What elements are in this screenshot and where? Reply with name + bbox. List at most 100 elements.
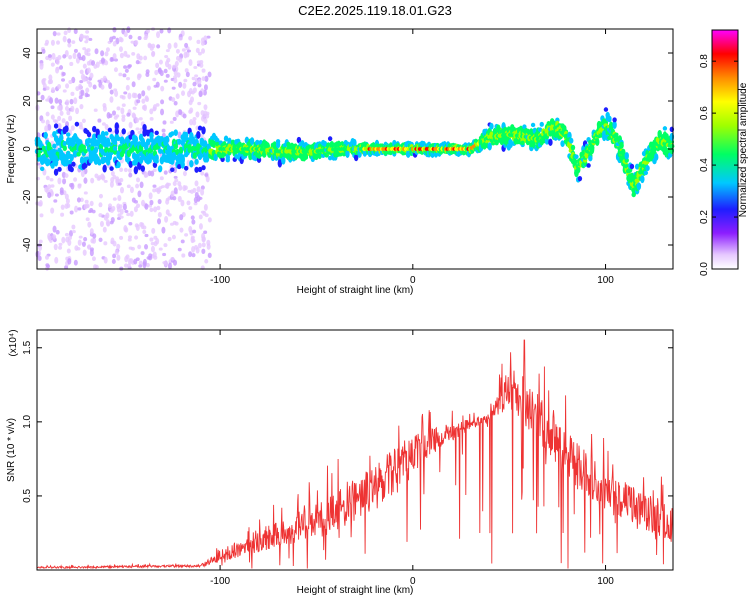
spectrogram-noise-point [131,112,136,118]
spectrogram-band-point [121,128,126,135]
spectrogram-noise-point [201,48,206,54]
spectrogram-noise-point [207,71,212,78]
spectrogram-noise-point [160,85,165,92]
spectrogram-noise-point [113,67,118,73]
spectrogram-noise-point [61,78,66,82]
spectrogram-noise-point [197,242,202,249]
spectrogram-x-tick-label: 100 [597,275,614,286]
spectrogram-band-point [170,131,175,137]
spectrogram-noise-point [200,37,205,43]
spectrogram-noise-point [71,224,76,230]
spectrogram-band-point [64,125,69,133]
colorbar-tick-label: 0.6 [699,106,710,120]
spectrogram-noise-point [128,121,133,129]
spectrogram-noise-point [181,48,186,52]
spectrogram-noise-point [54,97,59,104]
spectrogram-band-point [277,159,283,168]
spectrogram-noise-point [184,68,189,73]
spectrogram-noise-point [141,98,146,104]
spectrogram-band-point [196,131,201,139]
spectrogram-noise-point [79,103,84,110]
spectrogram-band-point [608,121,614,130]
spectrogram-noise-point [176,72,181,78]
spectrogram-noise-point [199,62,204,68]
spectrogram-band-point [93,146,99,154]
spectrogram-y-tick-label: -40 [22,237,33,252]
spectrogram-band-point [180,160,185,169]
spectrogram-noise-point [100,50,105,57]
spectrogram-band-point [171,151,177,157]
spectrogram-noise-point [144,173,149,178]
spectrogram-noise-point [192,117,197,121]
spectrogram-noise-point [73,97,78,105]
spectrogram-noise-point [139,181,144,189]
spectrogram-band-point [97,159,102,166]
spectrogram-noise-point [94,48,99,55]
spectrogram-noise-point [112,253,117,259]
spectrogram-band-point [69,166,74,173]
spectrogram-noise-point [131,197,136,203]
spectrogram-noise-point [154,69,159,76]
spectrogram-noise-point [175,55,180,61]
spectrogram-noise-point [123,50,128,57]
colorbar-tick-label: 0.2 [699,210,710,224]
spectrogram-noise-point [50,39,55,46]
spectrogram-noise-point [64,173,69,178]
spectrogram-noise-point [206,35,211,39]
spectrogram-noise-point [172,116,177,122]
spectrogram-noise-point [127,168,132,173]
spectrogram-noise-point [83,237,88,242]
spectrogram-band-point [88,157,93,164]
spectrogram-noise-point [204,173,209,177]
spectrogram-noise-point [117,195,122,202]
spectrogram-noise-point [78,121,83,128]
spectrogram-noise-point [136,177,141,183]
spectrogram-noise-point [128,246,133,250]
spectrogram-noise-point [100,57,105,64]
spectrogram-noise-point [200,210,205,214]
spectrogram-noise-point [79,197,84,203]
spectrogram-noise-point [155,62,160,69]
spectrogram-noise-point [163,243,168,248]
spectrogram-noise-point [70,105,75,113]
spectrogram-noise-point [101,122,106,126]
spectrogram-noise-point [57,84,62,90]
spectrogram-noise-point [85,30,90,34]
spectrogram-noise-point [77,239,82,246]
spectrogram-noise-point [64,232,69,237]
spectrogram-noise-point [109,181,114,188]
spectrogram-band-point [194,166,199,173]
spectrogram-band-point [634,163,640,170]
spectrogram-band-point [177,164,182,170]
spectrogram-noise-point [63,30,68,36]
spectrogram-noise-point [86,48,91,53]
spectrogram-noise-point [164,184,169,189]
spectrogram-noise-point [86,245,91,249]
spectrogram-x-tick-label: -100 [210,275,230,286]
spectrogram-noise-point [111,258,116,264]
spectrogram-noise-point [73,177,78,182]
spectrogram-noise-point [103,179,108,183]
spectrogram-noise-point [49,97,54,105]
spectrogram-noise-point [156,205,161,211]
spectrogram-band-point [275,139,281,144]
snr-marks [36,339,674,570]
spectrogram-noise-point [188,99,193,106]
spectrogram-noise-point [203,84,208,91]
spectrogram-noise-point [116,254,121,261]
spectrogram-band-point [92,133,97,141]
spectrogram-noise-point [109,89,114,95]
spectrogram-noise-point [58,104,63,112]
spectrogram-band-point [197,125,203,131]
spectrogram-noise-point [54,256,59,264]
spectrogram-noise-point [116,243,121,250]
spectrogram-band-point [83,148,88,154]
spectrogram-noise-point [158,247,163,251]
spectrogram-band-point [180,154,185,163]
spectrogram-noise-point [128,34,133,40]
spectrogram-band-point [144,144,149,152]
spectrogram-noise-point [187,90,192,98]
spectrogram-noise-point [201,242,206,248]
spectrogram-noise-point [123,31,128,38]
spectrogram-noise-point [133,206,138,213]
